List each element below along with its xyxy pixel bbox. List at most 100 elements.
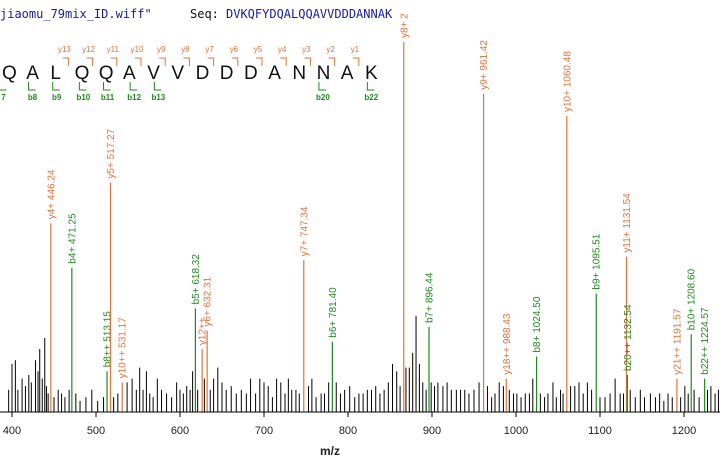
residue-letter: K: [365, 63, 378, 84]
peak-label: b4+ 471.25: [67, 213, 78, 264]
peak-label: b10+ 1208.60: [687, 268, 698, 330]
unannotated-peaks: [8, 315, 719, 412]
peak-label: y6+ 632.31: [203, 276, 214, 326]
x-tick-label: 1100: [588, 425, 612, 437]
b-ion-label: b22: [364, 93, 378, 102]
b-ion-bracket: [28, 82, 36, 91]
x-axis-label: m/z: [320, 444, 340, 458]
residue-letter: V: [171, 63, 184, 84]
b-ion-bracket: [318, 82, 326, 91]
x-tick-label: 1200: [672, 425, 696, 437]
residue-letter: L: [50, 63, 61, 84]
y-ion-bracket: [352, 57, 360, 66]
b-ion-bracket: [78, 82, 87, 91]
y-ion-label: y10: [131, 45, 144, 54]
b-ion-label: b9: [52, 93, 62, 102]
b-ion-label: 7: [1, 93, 6, 102]
y-ion-label: y3: [302, 45, 311, 54]
x-tick-label: 1000: [504, 425, 528, 437]
peak-label: y21++ 1191.57: [672, 308, 683, 374]
y-ion-bracket: [86, 57, 94, 66]
peak-label: y10++ 531.17: [118, 317, 129, 379]
b-ion-bracket: [366, 82, 375, 91]
b-ion-bracket: [129, 82, 138, 91]
y-ion-bracket: [135, 57, 142, 66]
b-ion-label: b8: [28, 93, 38, 102]
x-tick-label: 500: [87, 425, 105, 437]
residue-letter: N: [292, 63, 306, 84]
y-ion-label: y4: [278, 45, 287, 54]
x-tick-label: 700: [255, 425, 273, 437]
x-tick-label: 900: [423, 425, 441, 437]
y-ion-label: y11: [107, 45, 120, 54]
residue-letter: V: [147, 63, 160, 84]
peak-label: y4+ 446.24: [46, 169, 57, 219]
residue-letter: Q: [99, 63, 114, 84]
y-ion-bracket: [183, 57, 190, 66]
filename-text: jiaomu_79mix_ID.wiff": [0, 7, 152, 21]
y-ion-bracket: [110, 57, 118, 66]
x-tick-label: 600: [171, 425, 189, 437]
x-axis-ticks: 400 500 600 700 800 900 1000 1100 1200: [3, 412, 696, 437]
y-ion-bracket: [256, 57, 263, 66]
peak-label: b6+ 781.40: [328, 287, 339, 338]
residue-letter: A: [341, 63, 354, 84]
peak-label: y11+ 1131.54: [622, 193, 633, 253]
b-ion-label: b10: [76, 93, 90, 102]
y-ion-label: y12: [82, 45, 95, 54]
y-ion-bracket: [231, 57, 239, 66]
residue-letter: A: [123, 63, 136, 84]
y-ion-label: y8: [181, 45, 190, 54]
peak-label: y9+ 961.42: [479, 40, 490, 90]
b-ion-bracket: [52, 82, 60, 91]
y-ion-label: y5: [254, 45, 263, 54]
b-ion-label: b12: [127, 93, 141, 102]
b-ion-bracket: [103, 82, 111, 91]
b-ion-label: b13: [151, 93, 165, 102]
b-ion-label: b11: [101, 93, 115, 102]
peak-label: b5+ 618.32: [191, 254, 202, 305]
y-ion-label: y2: [326, 45, 335, 54]
peak-label: y12++: [198, 317, 209, 345]
peak-label: y5+ 517.27: [106, 128, 117, 178]
residue-letter: D: [244, 63, 258, 84]
peak-label: b8+ 1024.50: [532, 296, 543, 352]
peak-label: y8+ 2: [399, 13, 410, 38]
y-ion-bracket: [159, 57, 166, 66]
residue-letter: A: [268, 63, 281, 84]
b-ion-label: b20: [316, 93, 330, 102]
peak-label: y18++ 988.43: [502, 313, 513, 375]
residue-letter: N: [317, 63, 331, 84]
y-ion-label: y13: [58, 45, 71, 54]
sequence-label: Seq:: [190, 7, 219, 21]
b-ion-bracket: [0, 89, 7, 91]
peak-label: b9+ 1095.51: [592, 233, 603, 289]
peak-label: b20++ 1132.54: [623, 304, 634, 371]
peak-label: y7+ 747.34: [299, 206, 310, 256]
residue-letter: Q: [75, 63, 90, 84]
sequence-text: DVKQFYDQALQQAVVDDDANNAK: [226, 7, 393, 21]
y-ion-bracket: [280, 57, 287, 66]
y-ion-bracket: [304, 57, 311, 66]
x-tick-label: 800: [339, 425, 357, 437]
y-ion-bracket: [207, 57, 215, 66]
residue-letter: Q: [2, 63, 17, 84]
y-ion-label: y9: [157, 45, 166, 54]
annotated-peaks: y4+ 446.24 b4+ 471.25 b8++ 513.15 y5+ 517.2…: [46, 13, 711, 412]
y-ion-label: y7: [205, 45, 214, 54]
y-ion-label: y1: [351, 45, 360, 54]
peak-label: b7+ 896.44: [425, 272, 436, 323]
residue-letter: D: [220, 63, 234, 84]
residue-letter: D: [196, 63, 210, 84]
y-ion-bracket: [328, 57, 336, 66]
peak-label: b22++ 1224.57: [700, 307, 711, 375]
y-ion-label: y6: [230, 45, 239, 54]
b-ion-bracket: [153, 82, 162, 91]
peak-label: b8++ 513.15: [103, 311, 114, 368]
residue-letter: A: [26, 63, 39, 84]
y-ion-bracket: [62, 57, 69, 66]
peak-label: y10+ 1060.48: [562, 51, 573, 112]
x-tick-label: 400: [3, 425, 21, 437]
